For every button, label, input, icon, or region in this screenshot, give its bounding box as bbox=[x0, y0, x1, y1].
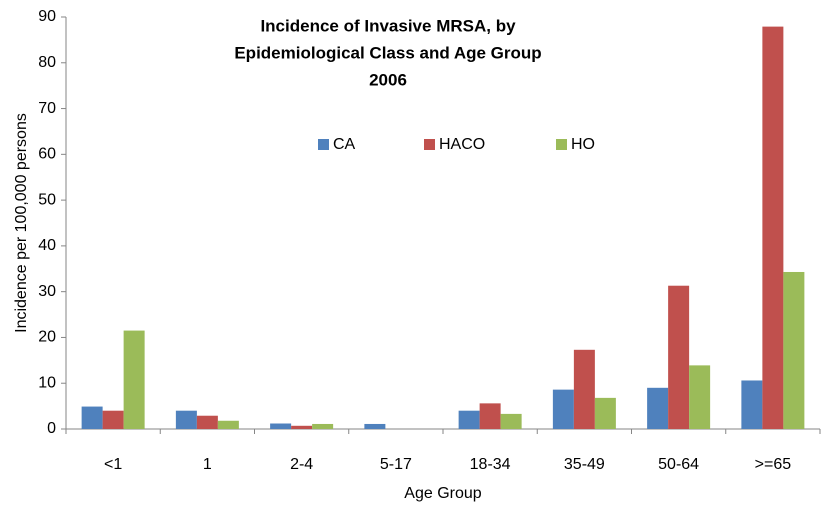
x-tick-label: <1 bbox=[104, 456, 122, 473]
y-tick-label: 90 bbox=[38, 8, 56, 25]
x-tick-label: >=65 bbox=[755, 456, 792, 473]
bar bbox=[364, 423, 386, 429]
y-tick-label: 30 bbox=[38, 283, 56, 300]
y-tick-label: 0 bbox=[47, 420, 56, 437]
bar bbox=[741, 380, 763, 429]
y-tick-label: 50 bbox=[38, 191, 56, 208]
bar bbox=[647, 387, 669, 429]
x-tick-label: 18-34 bbox=[470, 456, 511, 473]
x-tick-label: 2-4 bbox=[290, 456, 313, 473]
y-tick-label: 60 bbox=[38, 146, 56, 163]
y-tick-label: 20 bbox=[38, 329, 56, 346]
bar bbox=[123, 330, 145, 429]
bar bbox=[573, 349, 595, 429]
y-axis-label: Incidence per 100,000 persons bbox=[13, 113, 30, 333]
bar bbox=[689, 365, 711, 429]
x-tick-label: 5-17 bbox=[380, 456, 412, 473]
bar bbox=[196, 415, 218, 429]
bar bbox=[500, 413, 522, 429]
y-tick-label: 80 bbox=[38, 54, 56, 71]
bar bbox=[479, 403, 501, 429]
y-tick-label: 10 bbox=[38, 374, 56, 391]
bar bbox=[762, 26, 784, 429]
x-axis-label: Age Group bbox=[404, 485, 481, 502]
chart-title: 2006 bbox=[369, 70, 407, 89]
legend-swatch bbox=[424, 139, 435, 150]
x-tick-label: 50-64 bbox=[658, 456, 699, 473]
bar bbox=[458, 410, 480, 429]
legend-label: HO bbox=[571, 136, 595, 153]
bar bbox=[552, 389, 574, 429]
bar bbox=[594, 397, 616, 429]
bar bbox=[175, 410, 197, 429]
legend-swatch bbox=[318, 139, 329, 150]
legend-label: CA bbox=[333, 136, 356, 153]
chart-title: Epidemiological Class and Age Group bbox=[234, 43, 541, 62]
bar bbox=[668, 285, 690, 429]
chart-title: Incidence of Invasive MRSA, by bbox=[260, 16, 516, 35]
bar bbox=[783, 271, 805, 429]
bar bbox=[291, 425, 313, 429]
legend-swatch bbox=[556, 139, 567, 150]
bar bbox=[217, 420, 239, 429]
y-tick-label: 70 bbox=[38, 100, 56, 117]
bar bbox=[312, 423, 334, 429]
x-tick-label: 35-49 bbox=[564, 456, 605, 473]
y-tick-label: 40 bbox=[38, 237, 56, 254]
bar bbox=[81, 406, 103, 429]
bar bbox=[102, 410, 124, 429]
legend-label: HACO bbox=[439, 136, 485, 153]
bar bbox=[270, 423, 292, 429]
x-tick-label: 1 bbox=[203, 456, 212, 473]
